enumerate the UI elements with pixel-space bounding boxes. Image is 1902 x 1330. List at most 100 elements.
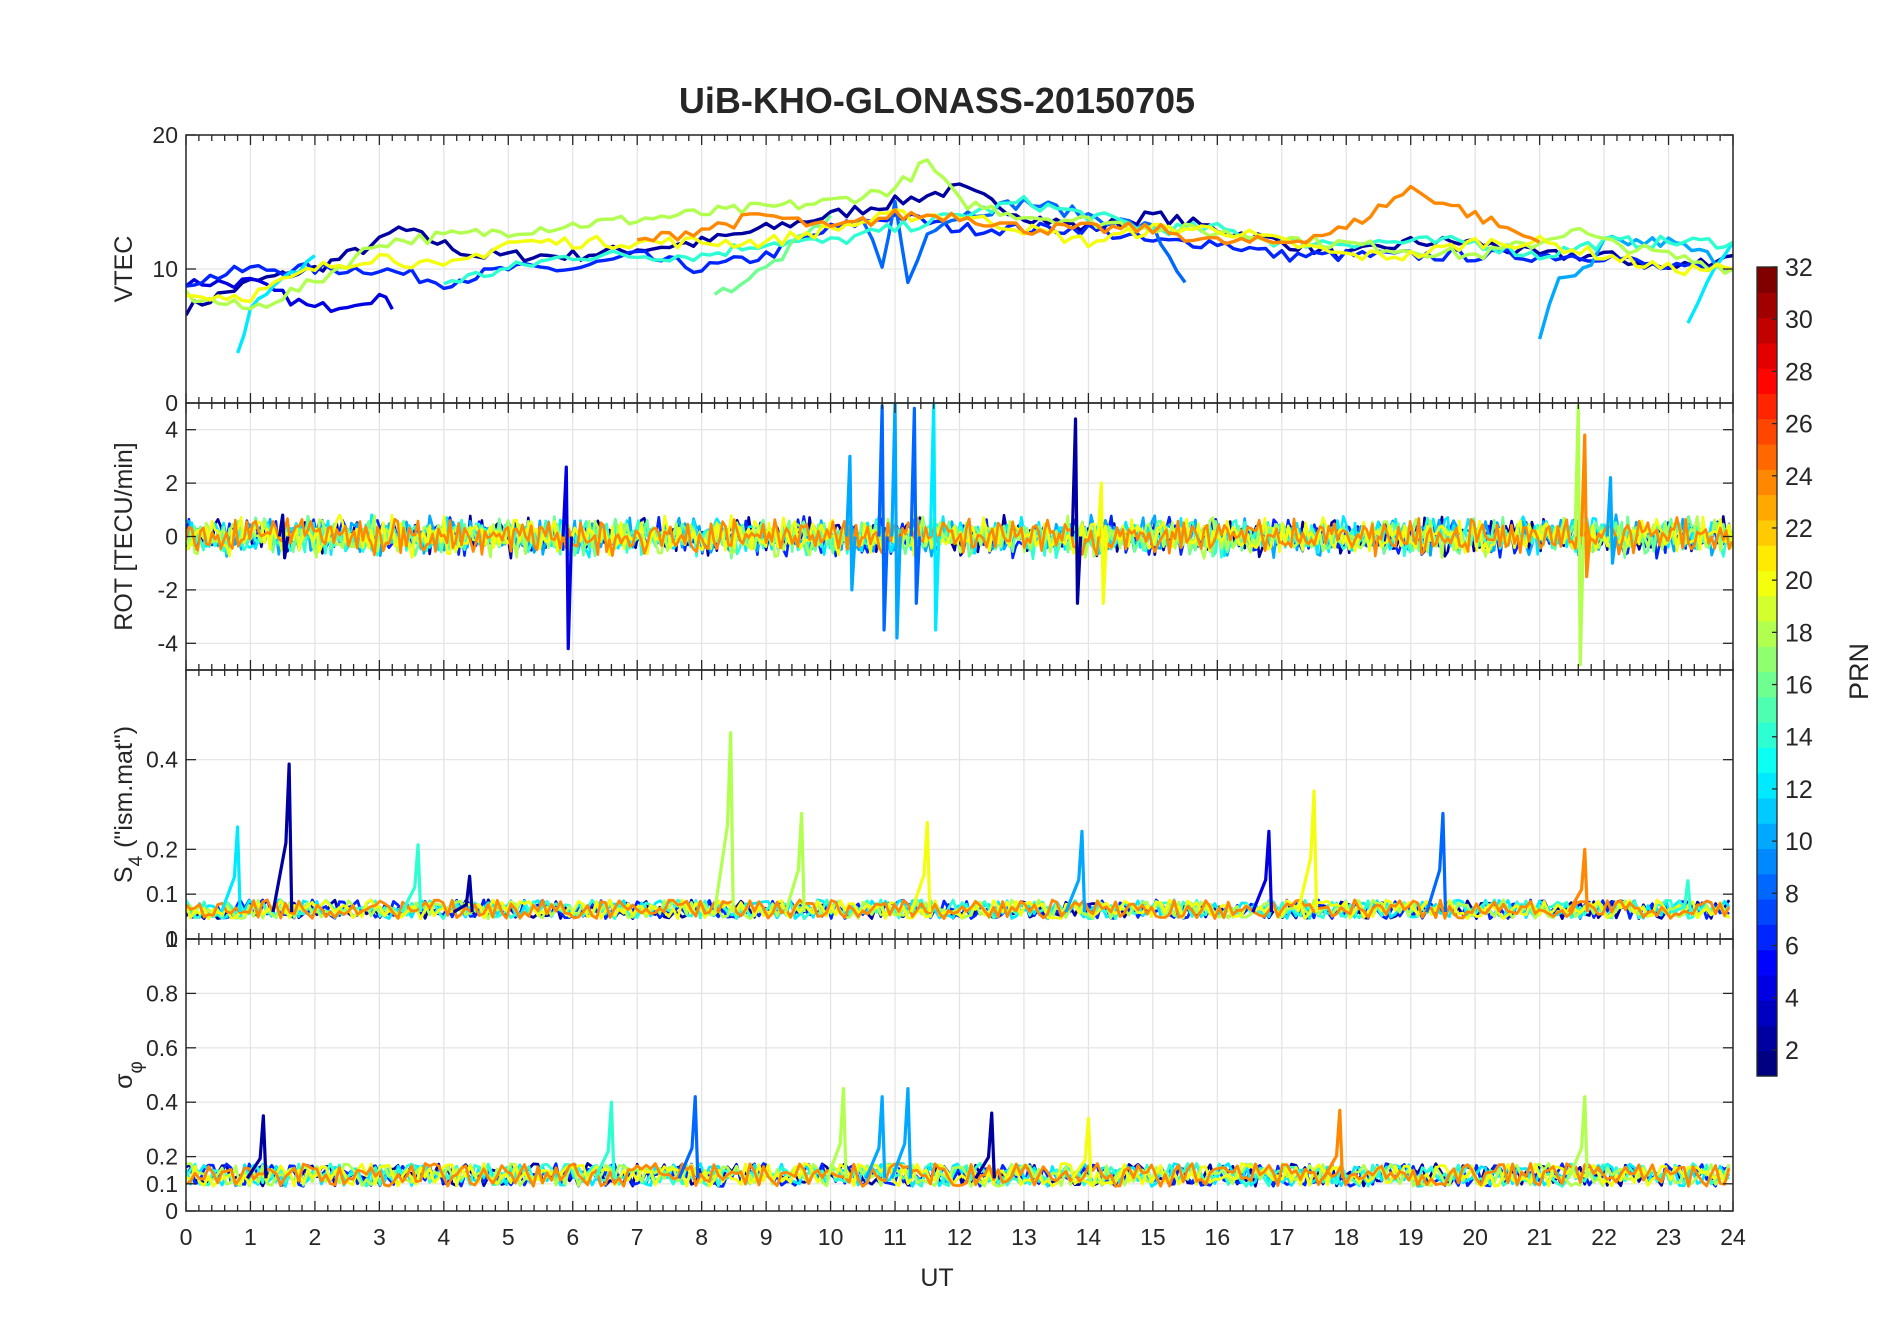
sigma_phi-peak [890, 1087, 913, 1179]
vtec-line-prn-4 [186, 276, 394, 314]
y-axis-label-sub: 4 [126, 855, 147, 866]
x-tick-label: 1 [244, 1224, 257, 1250]
y-axis-label-rot: ROT [TECU/min] [110, 442, 138, 630]
y-axis-label-rest: ("ism.mat") [110, 726, 138, 848]
y-tick-label: 0.2 [146, 1144, 178, 1170]
s4-peak [1671, 879, 1693, 914]
x-tick-label: 2 [309, 1224, 322, 1250]
rot-spike [561, 465, 574, 651]
x-tick-label: 17 [1269, 1224, 1295, 1250]
x-tick-label: 15 [1140, 1224, 1166, 1250]
y-axis-label-vtec: VTEC [110, 236, 138, 303]
y-tick-label: 0 [165, 926, 178, 952]
s4-peak [452, 874, 474, 914]
vtec-line-prn-12b [1686, 241, 1733, 324]
y-tick-label: 1 [165, 926, 178, 952]
rot-spike [277, 513, 290, 560]
y-tick-label: 0.1 [146, 1171, 178, 1197]
colorbar-segment [1757, 696, 1777, 723]
colorbar-segment [1757, 1000, 1777, 1027]
y-tick-label: 2 [165, 470, 178, 496]
y-tick-label: 20 [152, 122, 178, 148]
colorbar-tick-label: 16 [1785, 672, 1813, 700]
x-tick-label: 16 [1205, 1224, 1231, 1250]
s4-peak [712, 731, 735, 913]
colorbar-segment [1757, 823, 1777, 850]
x-tick-label: 6 [566, 1224, 579, 1250]
colorbar-tick-label: 22 [1785, 515, 1813, 543]
data-rot [186, 403, 1733, 667]
colorbar-segment [1757, 443, 1777, 470]
x-ticks-s4 [185, 670, 1734, 939]
y-tick-label: 10 [152, 256, 178, 282]
y-tick-label: 0.1 [146, 881, 178, 907]
x-tick-label: 19 [1398, 1224, 1424, 1250]
colorbar-segment [1757, 469, 1777, 496]
colorbar-segment [1757, 873, 1777, 900]
colorbar-segment [1757, 418, 1777, 445]
rot-spike [1096, 481, 1109, 605]
colorbar-tick-label: 26 [1785, 411, 1813, 439]
y-tick-label: 4 [165, 417, 178, 443]
y-tick-label: 0.2 [146, 836, 178, 862]
colorbar-segment [1757, 722, 1777, 748]
vtec-line-prn-10 [1537, 234, 1733, 340]
y-tick-label: 0 [165, 1198, 178, 1224]
sigma_phi-peak [1567, 1095, 1589, 1179]
s4-peak [1251, 829, 1274, 913]
x-tick-label: 14 [1076, 1224, 1102, 1250]
rot-spike [1605, 476, 1618, 565]
colorbar-segment [1757, 368, 1777, 395]
sigma_phi-peak [677, 1095, 700, 1179]
sigma_phi-baseline-prn-6 [186, 1162, 1730, 1188]
y-axis-label-s4: S4 ("ism.mat") [110, 726, 147, 883]
colorbar-segment [1757, 570, 1777, 597]
x-tick-label: 8 [695, 1224, 708, 1250]
x-axis-label: UT [920, 1264, 953, 1292]
s4-peak [909, 820, 932, 913]
sigma_phi-peak [593, 1100, 616, 1180]
colorbar-tick-label: 8 [1785, 880, 1799, 908]
colorbar-segment [1757, 342, 1777, 369]
x-tick-label: 9 [760, 1224, 773, 1250]
s4-peak [783, 811, 806, 913]
s4-peak [219, 825, 242, 913]
y-tick-label: 0.8 [146, 980, 178, 1006]
x-tick-label: 3 [373, 1224, 386, 1250]
y-tick-label: -4 [158, 630, 179, 656]
vtec-line-prn-16 [713, 214, 832, 296]
x-tick-label: 4 [437, 1224, 450, 1250]
s4-baseline-prn-24 [186, 898, 1731, 920]
y-tick-label: 0 [165, 524, 178, 550]
colorbar-segment [1757, 267, 1777, 293]
x-tick-label: 21 [1527, 1224, 1553, 1250]
vtec-line-prn-14 [443, 194, 1733, 286]
colorbar-segment [1757, 848, 1777, 875]
rot-spike [1579, 433, 1592, 579]
x-tick-label: 10 [818, 1224, 844, 1250]
x-tick-label: 20 [1462, 1224, 1488, 1250]
sigma_phi-peak [245, 1114, 268, 1180]
colorbar-tick-label: 6 [1785, 933, 1799, 961]
sigma_phi-baseline-prn-24 [186, 1162, 1731, 1188]
y-tick-label: 0 [165, 390, 178, 416]
x-tick-label: 18 [1333, 1224, 1359, 1250]
sigma_phi-baseline-prn-20 [186, 1162, 1731, 1188]
colorbar-tick-label: 2 [1785, 1037, 1799, 1065]
colorbar-segment [1757, 620, 1777, 647]
x-tick-label: 13 [1011, 1224, 1037, 1250]
x-tick-label: 24 [1720, 1224, 1746, 1250]
colorbar-segment [1757, 772, 1777, 799]
y-tick-label: 0.4 [146, 1089, 178, 1115]
x-ticks-sigma_phi [185, 939, 1734, 1211]
rot-spike [890, 403, 902, 640]
colorbar-tick-label: 4 [1785, 985, 1799, 1013]
s4-peak [400, 843, 423, 913]
sigma_phi-peak [825, 1087, 848, 1179]
y-ticks-sigma_phi: 00.10.2 0.4 0.6 0.8 [146, 980, 1733, 1224]
chart-title: UiB-KHO-GLONASS-20150705 [679, 80, 1195, 121]
